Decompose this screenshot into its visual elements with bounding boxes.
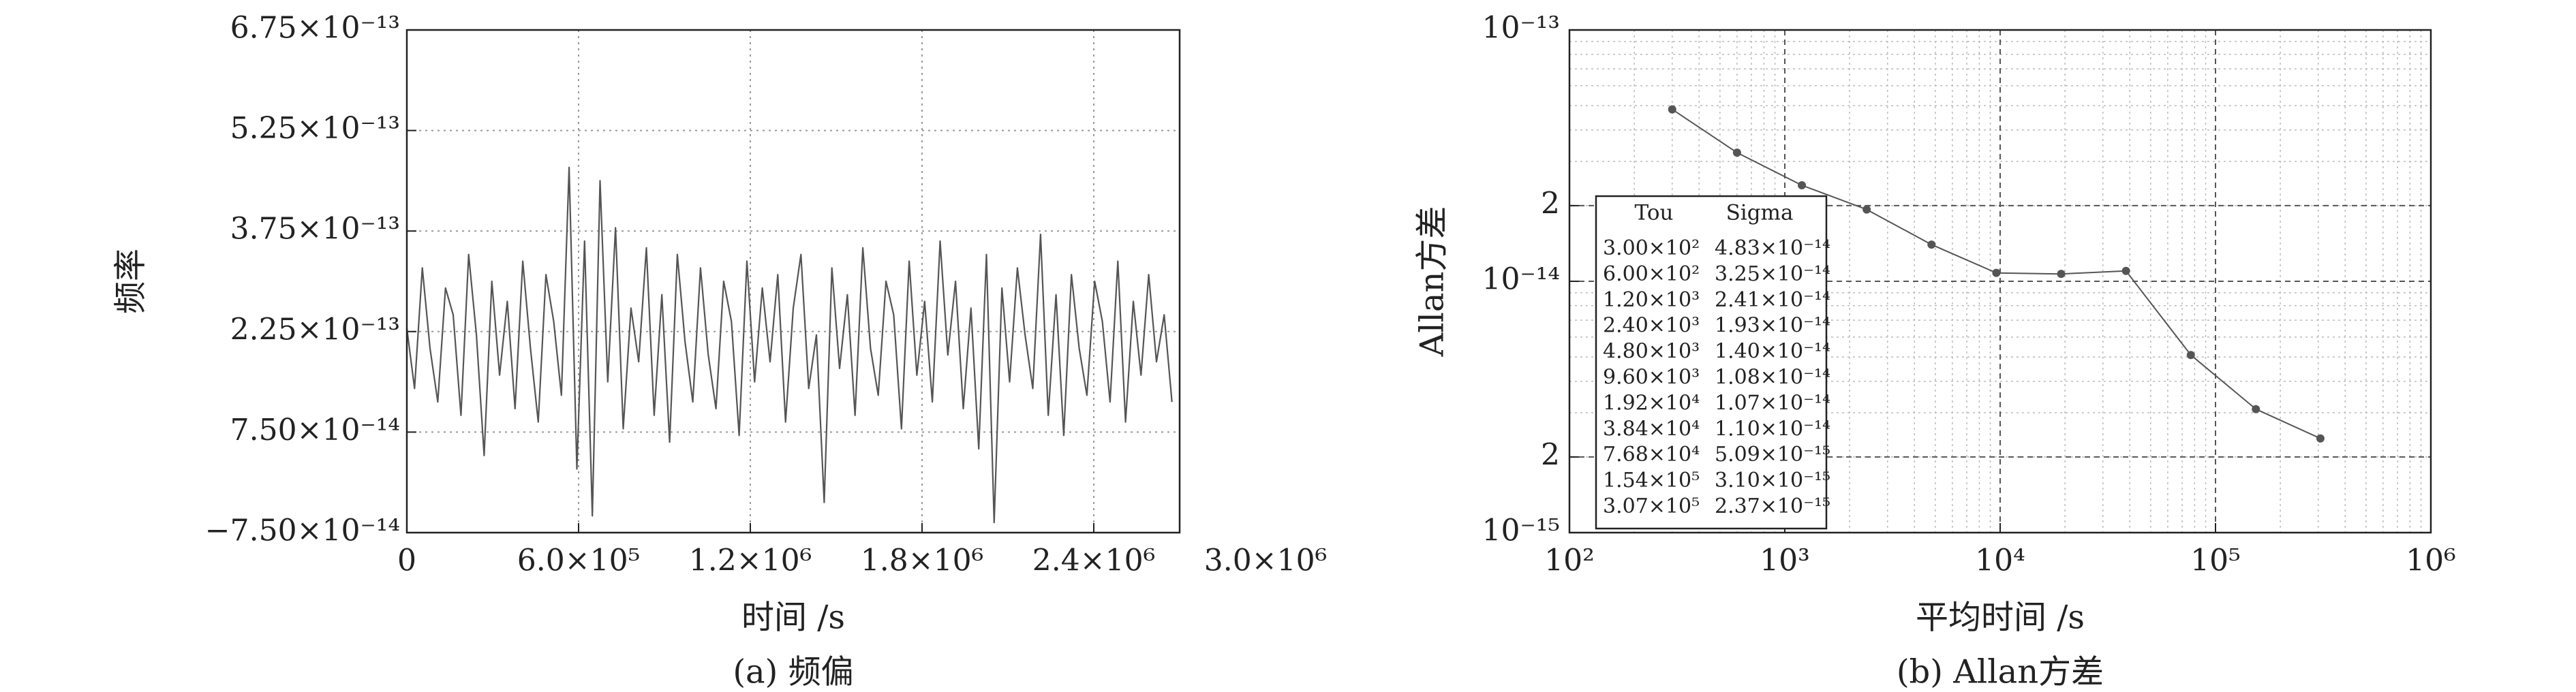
data-point xyxy=(1862,205,1871,214)
x-tick-label: 10⁶ xyxy=(2406,544,2456,578)
table-cell: 3.07×10⁵ xyxy=(1603,494,1700,518)
table-cell: 4.83×10⁻¹⁴ xyxy=(1715,236,1830,260)
table-cell: 3.10×10⁻¹⁵ xyxy=(1715,469,1830,492)
table-header: Tou xyxy=(1635,201,1674,225)
x-tick-label: 1.2×10⁶ xyxy=(689,544,812,578)
x-tick-label: 0 xyxy=(397,544,416,578)
plot-frame xyxy=(405,29,1181,534)
data-point xyxy=(1927,240,1936,249)
table-cell: 1.40×10⁻¹⁴ xyxy=(1715,340,1830,364)
table-cell: 3.84×10⁴ xyxy=(1603,417,1700,441)
data-point xyxy=(1798,181,1807,190)
data-point xyxy=(2057,270,2066,279)
table-cell: 3.00×10² xyxy=(1603,236,1700,260)
table-cell: 1.20×10³ xyxy=(1603,288,1700,312)
table-cell: 2.41×10⁻¹⁴ xyxy=(1715,288,1830,312)
x-tick-label: 10⁵ xyxy=(2190,544,2241,578)
data-point xyxy=(2252,405,2260,413)
legend-table xyxy=(1595,195,1828,530)
x-tick-label: 2.4×10⁶ xyxy=(1032,544,1155,578)
x-axis-label: 时间 /s xyxy=(741,599,845,637)
x-tick-label: 10⁴ xyxy=(1975,544,2025,578)
table-cell: 1.07×10⁻¹⁴ xyxy=(1715,391,1830,415)
y-tick-label: −7.50×10⁻¹⁴ xyxy=(205,514,400,548)
y-tick-label: 10⁻¹⁵ xyxy=(1482,514,1561,548)
table-cell: 2.40×10³ xyxy=(1603,314,1700,338)
y-axis-label: 频率 xyxy=(112,249,150,314)
x-tick-label: 3.0×10⁶ xyxy=(1204,544,1327,578)
caption: (b) Allan方差 xyxy=(1897,653,2104,691)
y-tick-label: 2.25×10⁻¹³ xyxy=(230,312,400,347)
data-point xyxy=(2316,434,2325,443)
x-tick-label: 10² xyxy=(1544,544,1595,578)
plot-frame xyxy=(1568,29,2432,534)
table-header: Sigma xyxy=(1726,201,1794,225)
y-tick-label: 10⁻¹³ xyxy=(1482,11,1561,46)
x-axis-label: 平均时间 /s xyxy=(1916,599,2085,637)
y-tick-label: 2 xyxy=(1541,437,1560,472)
x-tick-label: 1.8×10⁶ xyxy=(861,544,983,578)
y-tick-label: 3.75×10⁻¹³ xyxy=(230,212,400,247)
table-cell: 6.00×10² xyxy=(1603,262,1700,286)
data-point xyxy=(1992,268,2001,277)
table-cell: 7.68×10⁴ xyxy=(1603,443,1700,467)
table-cell: 5.09×10⁻¹⁵ xyxy=(1715,443,1830,467)
y-tick-label: 10⁻¹⁴ xyxy=(1482,262,1561,297)
table-cell: 3.25×10⁻¹⁴ xyxy=(1715,262,1830,286)
table-cell: 4.80×10³ xyxy=(1603,340,1700,364)
data-point xyxy=(2186,351,2195,360)
table-cell: 1.10×10⁻¹⁴ xyxy=(1715,417,1830,441)
data-point xyxy=(1668,105,1676,114)
table-cell: 1.54×10⁵ xyxy=(1603,469,1700,492)
table-cell: 1.92×10⁴ xyxy=(1603,391,1700,415)
table-cell: 9.60×10³ xyxy=(1603,366,1700,390)
y-axis-label: Allan方差 xyxy=(1413,206,1452,358)
data-line xyxy=(405,166,1173,524)
data-point xyxy=(2121,266,2130,275)
x-tick-label: 10³ xyxy=(1760,544,1810,578)
y-tick-label: 5.25×10⁻¹³ xyxy=(230,111,400,146)
x-tick-label: 6.0×10⁵ xyxy=(517,544,640,578)
data-point xyxy=(1732,148,1741,157)
table-cell: 1.08×10⁻¹⁴ xyxy=(1715,366,1830,390)
y-tick-label: 7.50×10⁻¹⁴ xyxy=(230,413,400,447)
caption: (a) 频偏 xyxy=(733,653,853,691)
table-cell: 1.93×10⁻¹⁴ xyxy=(1715,314,1830,338)
table-cell: 2.37×10⁻¹⁵ xyxy=(1715,494,1830,518)
y-tick-label: 2 xyxy=(1541,186,1560,221)
y-tick-label: 6.75×10⁻¹³ xyxy=(230,11,400,46)
